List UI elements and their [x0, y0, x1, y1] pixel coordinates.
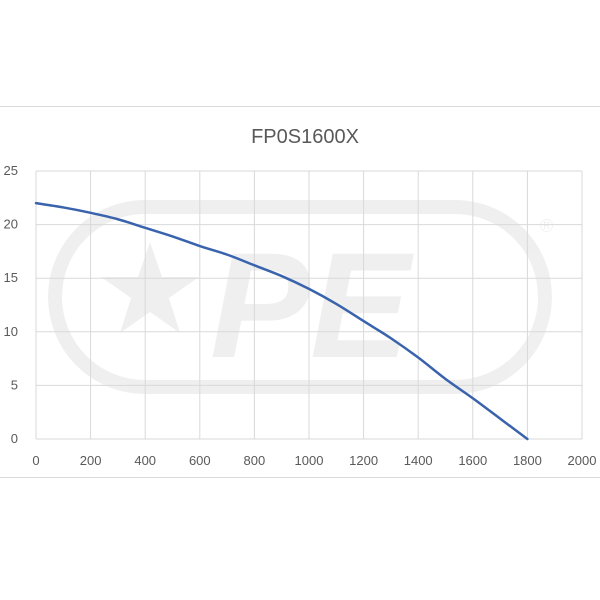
star-icon — [101, 242, 199, 333]
x-tick-label: 1600 — [458, 453, 487, 468]
chart-frame: PE ® 0 5 10 15 20 25 0 200 400 600 800 1000 1200 140… — [0, 106, 600, 478]
watermark-logo: PE ® — [48, 200, 553, 394]
x-tick-label: 400 — [134, 453, 156, 468]
y-tick-label: 0 — [11, 431, 18, 446]
registered-mark: ® — [540, 216, 553, 236]
pump-curve-chart: PE ® 0 5 10 15 20 25 0 200 400 600 800 1000 1200 140… — [4, 126, 597, 468]
x-tick-label: 200 — [80, 453, 102, 468]
y-axis-tick-labels: 0 5 10 15 20 25 — [4, 163, 18, 446]
x-tick-label: 2000 — [568, 453, 597, 468]
x-tick-label: 0 — [32, 453, 39, 468]
x-tick-label: 600 — [189, 453, 211, 468]
y-tick-label: 15 — [4, 270, 18, 285]
chart-title: FP0S1600X — [251, 126, 359, 148]
gridlines — [35, 170, 583, 440]
x-tick-label: 1400 — [404, 453, 433, 468]
x-tick-label: 1000 — [295, 453, 324, 468]
x-axis-tick-labels: 0 200 400 600 800 1000 1200 1400 1600 1800 2000 — [32, 453, 596, 468]
y-tick-label: 20 — [4, 217, 18, 232]
x-tick-label: 1800 — [513, 453, 542, 468]
series-layer — [34, 201, 529, 441]
series-line — [34, 201, 529, 441]
x-tick-label: 800 — [244, 453, 266, 468]
y-tick-label: 10 — [4, 324, 18, 339]
x-tick-label: 1200 — [349, 453, 378, 468]
y-tick-label: 5 — [11, 377, 18, 392]
y-tick-label: 25 — [4, 163, 18, 178]
watermark-text: PE — [210, 221, 414, 389]
